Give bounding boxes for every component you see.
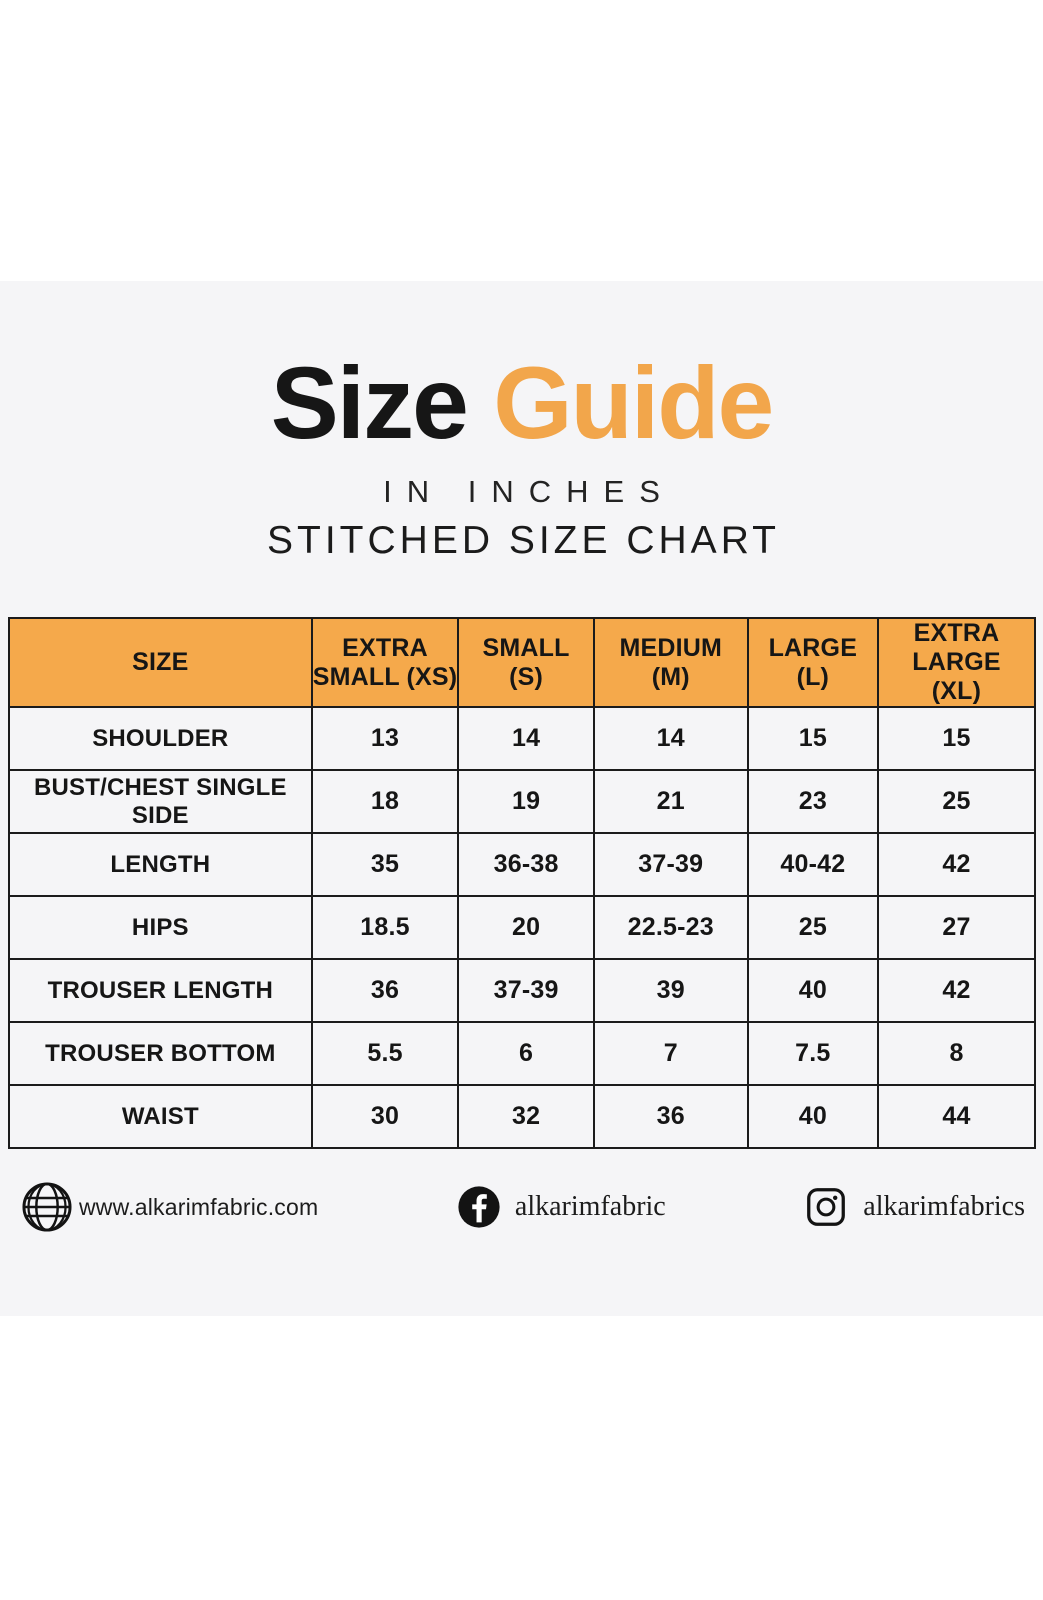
cell-value: 20	[457, 895, 595, 960]
cell-value: 25	[746, 895, 879, 960]
size-table: SIZE EXTRA SMALL (XS) SMALL (S) MEDIUM (…	[8, 617, 1037, 1149]
column-header-xs: EXTRA SMALL (XS)	[310, 617, 460, 708]
cell-value: 35	[310, 832, 460, 897]
table-row: TROUSER LENGTH 36 37-39 39 40 42	[8, 958, 1037, 1023]
table-row: TROUSER BOTTOM 5.5 6 7 7.5 8	[8, 1021, 1037, 1086]
title-size: Size	[270, 346, 469, 460]
cell-value: 44	[876, 1084, 1037, 1149]
cell-value: 37-39	[457, 958, 595, 1023]
cell-value: 23	[746, 769, 879, 834]
facebook-icon	[456, 1184, 502, 1230]
row-label: WAIST	[8, 1084, 313, 1149]
row-label: HIPS	[8, 895, 313, 960]
cell-value: 7.5	[746, 1021, 879, 1086]
cell-value: 22.5-23	[592, 895, 749, 960]
column-header-s: SMALL (S)	[457, 617, 595, 708]
subtitle-stitched-size-chart: STITCHED SIZE CHART	[267, 519, 780, 562]
cell-value: 7	[592, 1021, 749, 1086]
header-row: SIZE EXTRA SMALL (XS) SMALL (S) MEDIUM (…	[8, 617, 1037, 708]
cell-value: 18	[310, 769, 460, 834]
row-label: SHOULDER	[8, 706, 313, 771]
cell-value: 21	[592, 769, 749, 834]
cell-value: 40	[746, 958, 879, 1023]
table-row: SHOULDER 13 14 14 15 15	[8, 706, 1037, 771]
website-item: www.alkarimfabric.com	[20, 1180, 318, 1234]
table-row: HIPS 18.5 20 22.5-23 25 27	[8, 895, 1037, 960]
cell-value: 19	[457, 769, 595, 834]
cell-value: 14	[592, 706, 749, 771]
size-table-container: SIZE EXTRA SMALL (XS) SMALL (S) MEDIUM (…	[8, 617, 1037, 1149]
cell-value: 40	[746, 1084, 879, 1149]
instagram-item: alkarimfabrics	[803, 1184, 1025, 1230]
cell-value: 14	[457, 706, 595, 771]
column-header-size: SIZE	[8, 617, 313, 708]
cell-value: 18.5	[310, 895, 460, 960]
cell-value: 8	[876, 1021, 1037, 1086]
cell-value: 40-42	[746, 832, 879, 897]
instagram-handle: alkarimfabrics	[863, 1191, 1025, 1222]
column-header-m: MEDIUM (M)	[592, 617, 749, 708]
cell-value: 25	[876, 769, 1037, 834]
cell-value: 36-38	[457, 832, 595, 897]
cell-value: 30	[310, 1084, 460, 1149]
cell-value: 5.5	[310, 1021, 460, 1086]
cell-value: 15	[876, 706, 1037, 771]
cell-value: 13	[310, 706, 460, 771]
row-label: LENGTH	[8, 832, 313, 897]
subtitle-in-inches: IN INCHES	[383, 474, 675, 509]
cell-value: 32	[457, 1084, 595, 1149]
cell-value: 42	[876, 832, 1037, 897]
column-header-l: LARGE (L)	[746, 617, 879, 708]
globe-icon	[20, 1180, 74, 1234]
row-label: BUST/CHEST SINGLE SIDE	[8, 769, 313, 834]
cell-value: 39	[592, 958, 749, 1023]
cell-value: 36	[592, 1084, 749, 1149]
footer-contact-bar: www.alkarimfabric.com alkarimfabric alka…	[0, 1174, 1043, 1240]
cell-value: 27	[876, 895, 1037, 960]
cell-value: 36	[310, 958, 460, 1023]
table-row: LENGTH 35 36-38 37-39 40-42 42	[8, 832, 1037, 897]
facebook-item: alkarimfabric	[456, 1184, 666, 1230]
page-title: Size Guide	[0, 352, 1043, 454]
title-guide: Guide	[466, 346, 774, 460]
cell-value: 15	[746, 706, 879, 771]
table-row: WAIST 30 32 36 40 44	[8, 1084, 1037, 1149]
column-header-xl: EXTRA LARGE (XL)	[876, 617, 1037, 708]
cell-value: 37-39	[592, 832, 749, 897]
cell-value: 6	[457, 1021, 595, 1086]
website-text: www.alkarimfabric.com	[79, 1193, 319, 1220]
instagram-icon	[803, 1184, 849, 1230]
title-block: Size Guide IN INCHES STITCHED SIZE CHART	[0, 352, 1043, 563]
row-label: TROUSER BOTTOM	[8, 1021, 313, 1086]
cell-value: 42	[876, 958, 1037, 1023]
table-row: BUST/CHEST SINGLE SIDE 18 19 21 23 25	[8, 769, 1037, 834]
row-label: TROUSER LENGTH	[8, 958, 313, 1023]
facebook-handle: alkarimfabric	[514, 1191, 666, 1222]
